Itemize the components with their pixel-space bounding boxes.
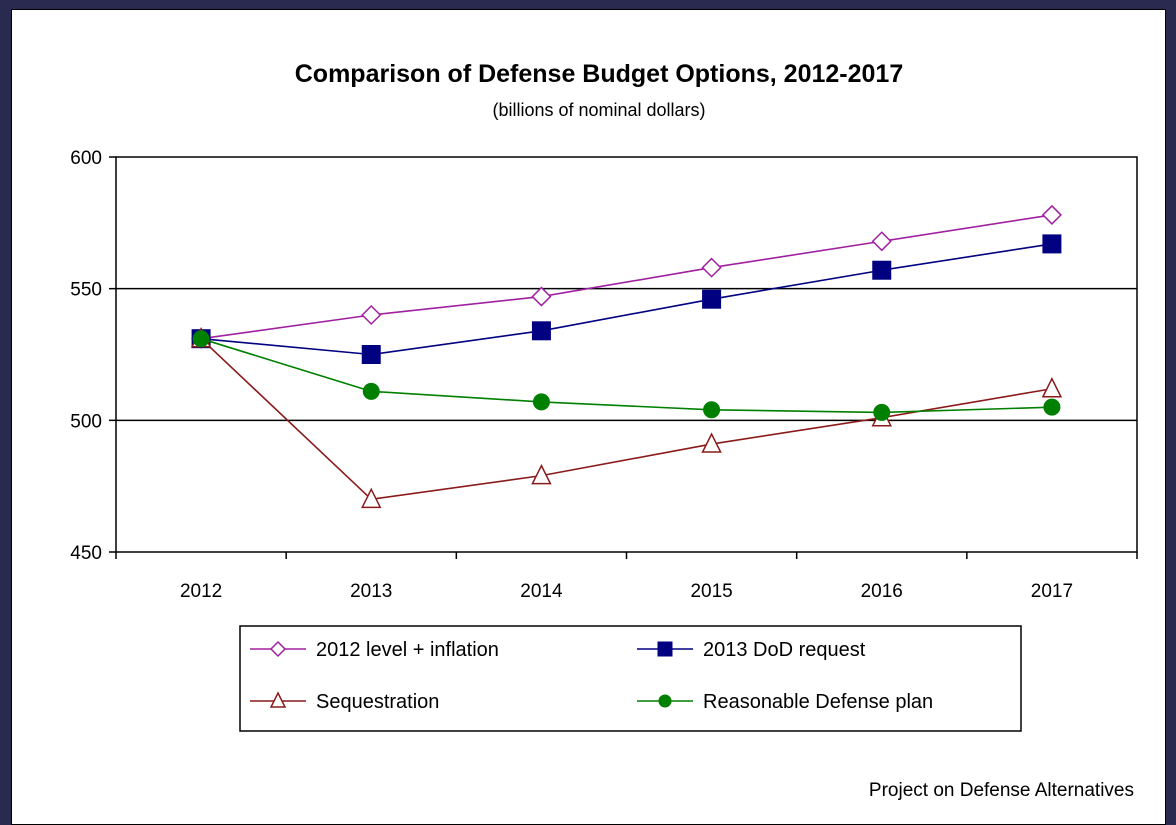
legend-item: 2012 level + inflation xyxy=(250,639,499,661)
legend-label: 2013 DoD request xyxy=(703,639,866,661)
data-point-marker xyxy=(701,257,722,278)
series-1 xyxy=(191,204,1062,349)
y-tick-label: 550 xyxy=(70,280,102,301)
series-line xyxy=(200,214,1053,340)
series-2 xyxy=(191,234,1062,364)
x-tick-label: 2015 xyxy=(690,581,732,602)
legend-item: Sequestration xyxy=(250,691,439,713)
legend: 2012 level + inflation 2013 DoD request Se… xyxy=(239,625,1022,732)
data-point-marker xyxy=(1042,234,1062,254)
data-point-marker xyxy=(1041,377,1063,398)
legend-item: Reasonable Defense plan xyxy=(637,691,933,713)
y-axis-tick-labels: 450 500 550 600 xyxy=(70,148,102,564)
data-point-marker xyxy=(192,330,210,348)
chart-title: Comparison of Defense Budget Options, 20… xyxy=(295,60,903,88)
x-tick-label: 2016 xyxy=(861,581,903,602)
data-point-marker xyxy=(532,393,550,411)
x-tick-label: 2013 xyxy=(350,581,392,602)
y-tick-label: 450 xyxy=(70,543,102,564)
gridlines xyxy=(116,287,1137,422)
chart: Comparison of Defense Budget Options, 20… xyxy=(70,60,1138,801)
data-point-marker xyxy=(361,304,382,326)
x-tick-label: 2017 xyxy=(1031,581,1073,602)
legend-items: 2012 level + inflation 2013 DoD request Se… xyxy=(250,639,933,713)
data-point-marker xyxy=(531,286,552,307)
data-point-marker xyxy=(657,641,673,657)
x-tick-label: 2012 xyxy=(180,581,222,602)
x-axis-tick-labels: 2012 2013 2014 2015 2016 2017 xyxy=(180,581,1073,602)
data-point-marker xyxy=(269,691,287,708)
series-3 xyxy=(190,327,1063,509)
x-tick-label: 2014 xyxy=(520,581,563,602)
data-point-marker xyxy=(871,231,892,252)
data-point-marker xyxy=(362,382,380,400)
data-series xyxy=(190,204,1063,509)
legend-label: 2012 level + inflation xyxy=(316,639,499,661)
data-point-marker xyxy=(872,260,892,280)
legend-item: 2013 DoD request xyxy=(637,639,866,661)
data-point-marker xyxy=(701,432,722,453)
data-point-marker xyxy=(873,403,891,421)
chart-panel: Comparison of Defense Budget Options, 20… xyxy=(11,9,1166,825)
data-point-marker xyxy=(269,640,287,658)
legend-label: Sequestration xyxy=(316,691,439,713)
y-tick-label: 500 xyxy=(70,411,102,432)
data-point-marker xyxy=(703,401,721,419)
axes xyxy=(109,156,1138,559)
data-point-marker xyxy=(702,289,722,309)
data-point-marker xyxy=(658,694,672,708)
source-note: Project on Defense Alternatives xyxy=(869,780,1134,801)
data-point-marker xyxy=(531,321,551,341)
legend-label: Reasonable Defense plan xyxy=(703,691,933,713)
y-tick-label: 600 xyxy=(70,148,102,169)
series-4 xyxy=(192,330,1061,421)
data-point-marker xyxy=(361,487,382,509)
data-point-marker xyxy=(1043,398,1061,416)
data-point-marker xyxy=(361,345,381,364)
plot-area-frame xyxy=(115,156,1138,553)
chart-subtitle: (billions of nominal dollars) xyxy=(492,100,705,120)
series-line xyxy=(200,338,1053,501)
data-point-marker xyxy=(1041,204,1062,225)
series-line xyxy=(200,337,1052,414)
data-point-marker xyxy=(531,463,552,485)
legend-box xyxy=(239,625,1022,732)
series-line xyxy=(201,243,1053,356)
